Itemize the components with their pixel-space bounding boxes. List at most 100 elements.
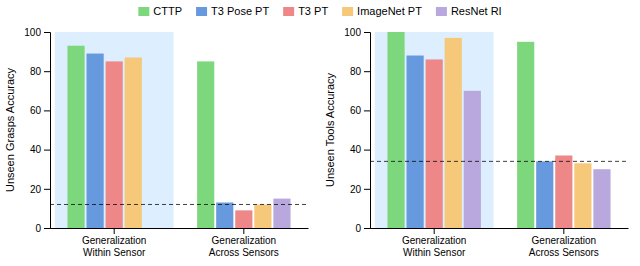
tick-label: 100 <box>344 27 361 38</box>
highlight-band <box>55 32 174 228</box>
plot-area <box>370 32 628 228</box>
tick-mark <box>243 228 244 234</box>
legend: CTTP T3 Pose PT T3 PT ImageNet PT ResNet RI <box>138 5 501 17</box>
bar-series <box>464 91 611 228</box>
highlight-band <box>375 32 494 228</box>
bar <box>87 54 104 228</box>
bar <box>536 161 553 228</box>
tick: GeneralizationWithin Sensor <box>82 228 146 258</box>
axis-title: Unseen Grasps Accuracy <box>4 67 16 192</box>
bar-series <box>387 32 534 228</box>
axis-line <box>51 228 309 229</box>
tick: 60 <box>350 105 370 116</box>
bar <box>67 46 84 228</box>
bar-series <box>407 56 554 228</box>
x-axis: GeneralizationWithin Sensor Generalizatio… <box>51 228 309 258</box>
bar <box>593 169 610 228</box>
tick-label: 40 <box>350 144 362 155</box>
tick-label: 0 <box>35 223 41 234</box>
legend-item: T3 Pose PT <box>196 5 269 17</box>
chart: 020406080100GeneralizationWithin SensorG… <box>0 0 640 266</box>
tick-label: GeneralizationWithin Sensor <box>82 235 146 258</box>
tick: 40 <box>350 144 370 155</box>
legend-label: ResNet RI <box>451 5 502 17</box>
tick-label: 40 <box>30 144 42 155</box>
tick: 80 <box>30 66 50 77</box>
tick: 100 <box>24 27 50 38</box>
bar <box>517 42 534 228</box>
tick-label: 80 <box>350 66 362 77</box>
bar <box>197 61 214 228</box>
legend-swatch <box>342 7 353 16</box>
tick-mark <box>364 32 370 33</box>
bar <box>273 199 290 228</box>
legend-swatch <box>283 7 294 16</box>
tick: GeneralizationAcross Sensors <box>529 228 599 258</box>
bar-series <box>125 57 272 228</box>
legend-item: ResNet RI <box>436 5 502 17</box>
tick-mark <box>44 150 50 151</box>
bar <box>125 57 142 228</box>
tick-label: GeneralizationAcross Sensors <box>529 235 599 258</box>
tick-label: 60 <box>30 105 42 116</box>
tick-label: 20 <box>350 184 362 195</box>
tick: 0 <box>355 223 370 234</box>
bar <box>407 56 424 228</box>
legend-label: ImageNet PT <box>357 5 422 17</box>
tick: 100 <box>344 27 370 38</box>
tick: 20 <box>350 184 370 195</box>
legend-item: ImageNet PT <box>342 5 422 17</box>
tick: 20 <box>30 184 50 195</box>
reference-line <box>370 161 628 162</box>
tick-mark <box>44 32 50 33</box>
bar <box>216 203 233 228</box>
legend-label: CTTP <box>153 5 182 17</box>
bar <box>555 155 572 228</box>
bar <box>235 210 252 228</box>
tick-mark <box>434 228 435 234</box>
panel: 020406080100GeneralizationWithin SensorG… <box>324 27 629 258</box>
reference-line <box>50 204 308 205</box>
tick-mark <box>44 228 50 229</box>
bar <box>254 204 271 228</box>
bar <box>144 228 161 229</box>
axis-line <box>364 33 371 229</box>
tick: 60 <box>30 105 50 116</box>
bar-series <box>273 199 290 228</box>
tick-label: 100 <box>24 27 41 38</box>
bar <box>464 91 481 228</box>
legend-swatch <box>196 7 207 16</box>
bar <box>574 163 591 228</box>
tick-label: 80 <box>30 66 42 77</box>
bar-series <box>445 38 592 228</box>
axis-line <box>44 33 51 229</box>
plot-area <box>50 32 308 228</box>
bar <box>387 32 404 228</box>
tick: GeneralizationWithin Sensor <box>402 228 466 258</box>
bar <box>106 61 123 228</box>
tick-label: 60 <box>350 105 362 116</box>
legend-item: T3 PT <box>283 5 328 17</box>
legend-label: T3 Pose PT <box>211 5 269 17</box>
legend-item: CTTP <box>138 5 182 17</box>
tick-mark <box>114 228 115 234</box>
x-axis: GeneralizationWithin Sensor Generalizatio… <box>371 228 629 258</box>
tick-mark <box>364 228 370 229</box>
tick-mark <box>44 71 50 72</box>
legend-swatch <box>436 7 447 16</box>
tick: 40 <box>30 144 50 155</box>
y-axis: 0 20 40 60 80 100 <box>24 27 50 234</box>
tick-mark <box>364 110 370 111</box>
tick-label: 20 <box>30 184 42 195</box>
tick-mark <box>364 150 370 151</box>
axis-title: Unseen Tools Accuracy <box>324 72 336 187</box>
bar-series <box>67 46 214 228</box>
legend-swatch <box>138 7 149 16</box>
tick-mark <box>364 71 370 72</box>
tick-label: 0 <box>355 223 361 234</box>
tick-label: GeneralizationAcross Sensors <box>209 235 279 258</box>
tick-mark <box>364 189 370 190</box>
tick-label: GeneralizationWithin Sensor <box>402 235 466 258</box>
tick-mark <box>44 189 50 190</box>
tick-mark <box>44 110 50 111</box>
